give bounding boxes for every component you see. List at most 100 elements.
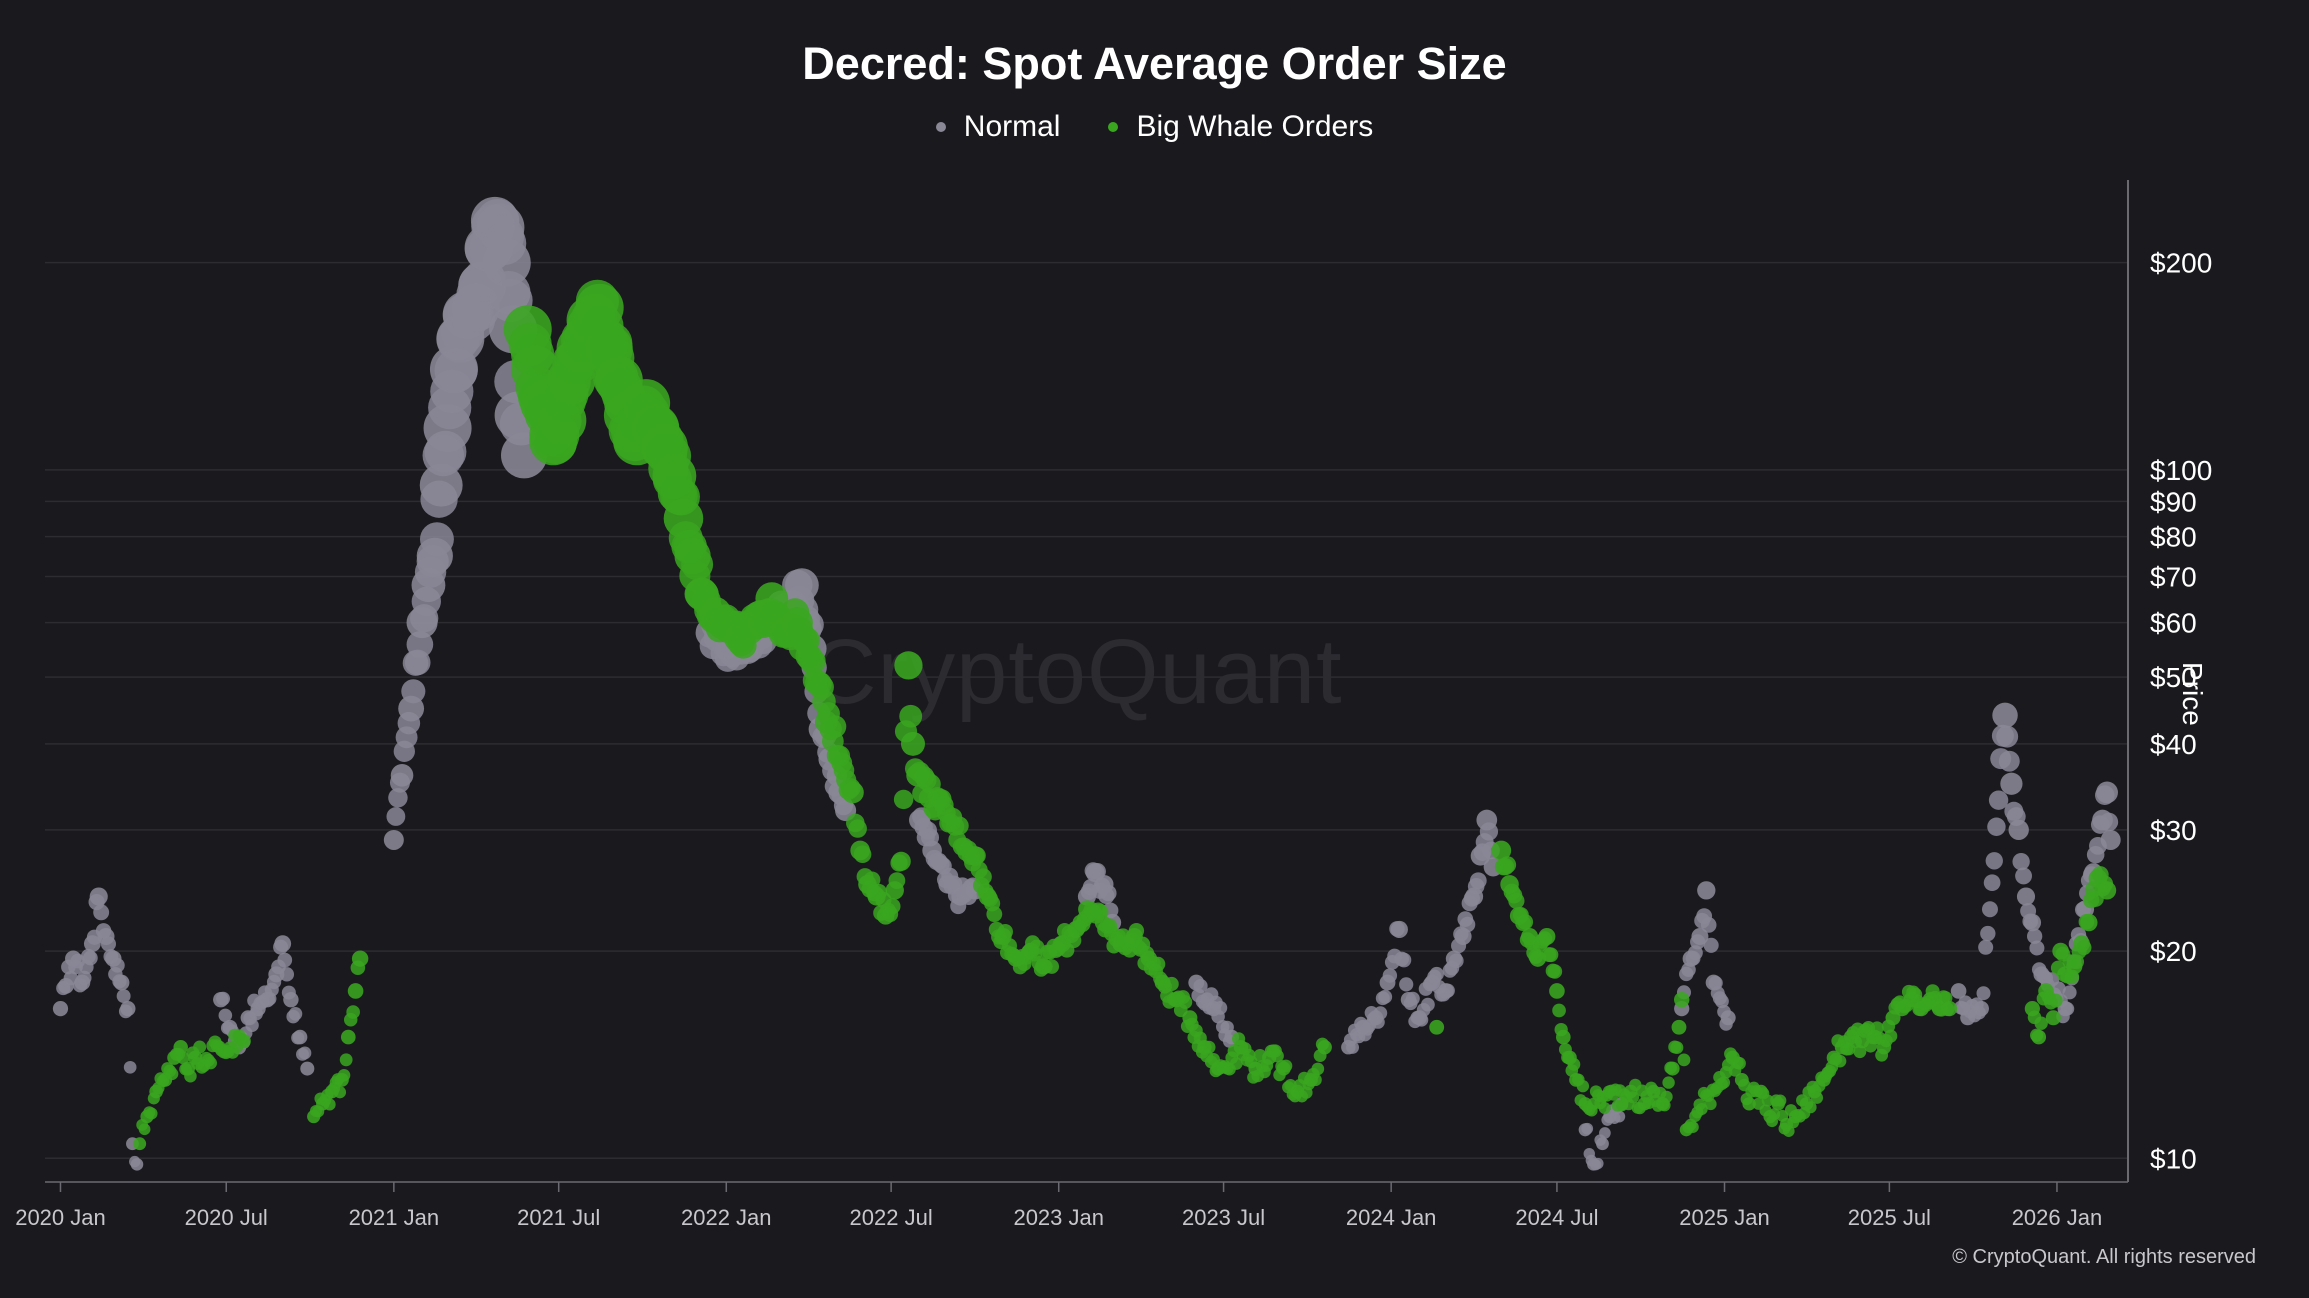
data-point bbox=[863, 871, 881, 889]
data-point bbox=[2097, 881, 2117, 900]
ticks-layer: $10 $20 $30 $40 $50 $60 $70 $80 $90$100 $200 2020 … bbox=[15, 248, 2212, 1230]
grid-layer bbox=[45, 261, 2128, 1160]
data-point bbox=[1714, 994, 1729, 1009]
data-point bbox=[1508, 892, 1525, 909]
legend-item-big-whale-orders[interactable]: Big Whale Orders bbox=[1108, 110, 1373, 144]
data-point bbox=[1870, 1021, 1884, 1035]
data-point bbox=[236, 1033, 251, 1049]
data-point bbox=[292, 1029, 308, 1045]
data-point bbox=[841, 781, 864, 804]
data-point bbox=[800, 648, 826, 675]
y-tick-label: $80 bbox=[2150, 522, 2197, 553]
data-point bbox=[1538, 927, 1556, 945]
data-point bbox=[277, 952, 293, 968]
x-tick-label: 2021 Jul bbox=[517, 1205, 600, 1230]
data-point bbox=[339, 1053, 353, 1067]
data-point bbox=[1271, 1049, 1284, 1063]
data-point bbox=[1100, 884, 1117, 902]
data-point bbox=[1399, 977, 1414, 992]
x-tick-label: 2022 Jan bbox=[681, 1205, 772, 1230]
data-point bbox=[279, 967, 295, 982]
copyright-notice: © CryptoQuant. All rights reserved bbox=[1952, 1246, 2256, 1268]
data-point bbox=[193, 1040, 207, 1054]
data-point bbox=[1567, 1058, 1581, 1071]
data-point bbox=[145, 1107, 158, 1120]
data-point bbox=[274, 935, 292, 953]
data-point bbox=[848, 819, 867, 838]
data-point bbox=[1448, 953, 1464, 969]
data-point bbox=[2012, 852, 2030, 871]
data-point bbox=[1704, 1098, 1717, 1111]
data-point bbox=[1782, 1125, 1795, 1137]
data-point bbox=[974, 868, 992, 886]
data-point bbox=[1202, 1040, 1216, 1054]
data-point bbox=[1697, 881, 1716, 900]
data-point bbox=[2076, 940, 2092, 956]
legend: Normal Big Whale Orders bbox=[0, 110, 2309, 144]
x-tick-label: 2023 Jan bbox=[1013, 1205, 1104, 1230]
data-point bbox=[1469, 872, 1487, 890]
data-point bbox=[2051, 981, 2066, 996]
data-point bbox=[2023, 913, 2042, 932]
data-point bbox=[1229, 1057, 1243, 1070]
series-normal bbox=[52, 196, 2121, 1171]
data-point bbox=[300, 1061, 315, 1076]
data-point bbox=[1596, 1137, 1609, 1151]
data-point bbox=[1396, 952, 1412, 968]
data-point bbox=[1390, 920, 1408, 939]
data-point bbox=[1581, 1122, 1594, 1135]
data-point bbox=[1804, 1101, 1817, 1114]
data-point bbox=[891, 851, 911, 871]
legend-item-normal[interactable]: Normal bbox=[935, 110, 1060, 144]
data-point bbox=[784, 568, 819, 603]
data-point bbox=[333, 1086, 347, 1099]
data-point bbox=[1547, 964, 1563, 979]
chart-title: Decred: Spot Average Order Size bbox=[802, 38, 1507, 89]
data-point bbox=[337, 1068, 351, 1082]
data-point bbox=[2034, 1016, 2048, 1030]
data-point bbox=[133, 1137, 147, 1151]
data-point bbox=[1677, 1053, 1691, 1067]
data-point bbox=[1660, 1090, 1673, 1103]
data-point bbox=[1373, 1006, 1388, 1020]
data-point bbox=[120, 1000, 136, 1017]
data-point bbox=[1941, 1000, 1958, 1017]
data-point bbox=[2062, 985, 2077, 1000]
data-point bbox=[2100, 829, 2121, 850]
data-point bbox=[1346, 1040, 1360, 1054]
y-tick-label: $50 bbox=[2150, 662, 2197, 693]
data-point bbox=[1599, 1127, 1611, 1139]
y-tick-label: $100 bbox=[2150, 455, 2212, 486]
axis-layer bbox=[45, 180, 2129, 1192]
data-point bbox=[1973, 1000, 1989, 1017]
series-big-whale-orders bbox=[133, 279, 2117, 1151]
data-point bbox=[1985, 852, 2003, 870]
data-point bbox=[245, 1018, 259, 1032]
data-point bbox=[173, 1039, 188, 1055]
data-point bbox=[2027, 928, 2043, 944]
data-point bbox=[1543, 947, 1559, 963]
data-point bbox=[2031, 1029, 2047, 1045]
x-tick-label: 2022 Jul bbox=[850, 1205, 933, 1230]
data-point bbox=[997, 924, 1013, 940]
data-point bbox=[1687, 1121, 1699, 1133]
data-point bbox=[853, 845, 872, 864]
data-point bbox=[283, 991, 299, 1008]
data-point bbox=[347, 983, 364, 999]
data-point bbox=[1044, 959, 1060, 974]
data-point bbox=[351, 950, 369, 967]
data-point bbox=[1742, 1097, 1756, 1111]
legend-label-big-whale-orders: Big Whale Orders bbox=[1136, 110, 1374, 143]
y-tick-label: $70 bbox=[2150, 562, 2197, 593]
data-point bbox=[2029, 940, 2045, 956]
data-point bbox=[986, 906, 1003, 923]
data-point bbox=[1733, 1057, 1746, 1070]
data-point bbox=[2015, 867, 2033, 885]
data-point bbox=[1674, 991, 1690, 1008]
data-point bbox=[323, 1098, 336, 1111]
data-point bbox=[1774, 1094, 1787, 1107]
data-point bbox=[420, 522, 454, 557]
data-point bbox=[1833, 1054, 1847, 1068]
data-point bbox=[184, 1069, 197, 1083]
data-point bbox=[1626, 1091, 1640, 1104]
